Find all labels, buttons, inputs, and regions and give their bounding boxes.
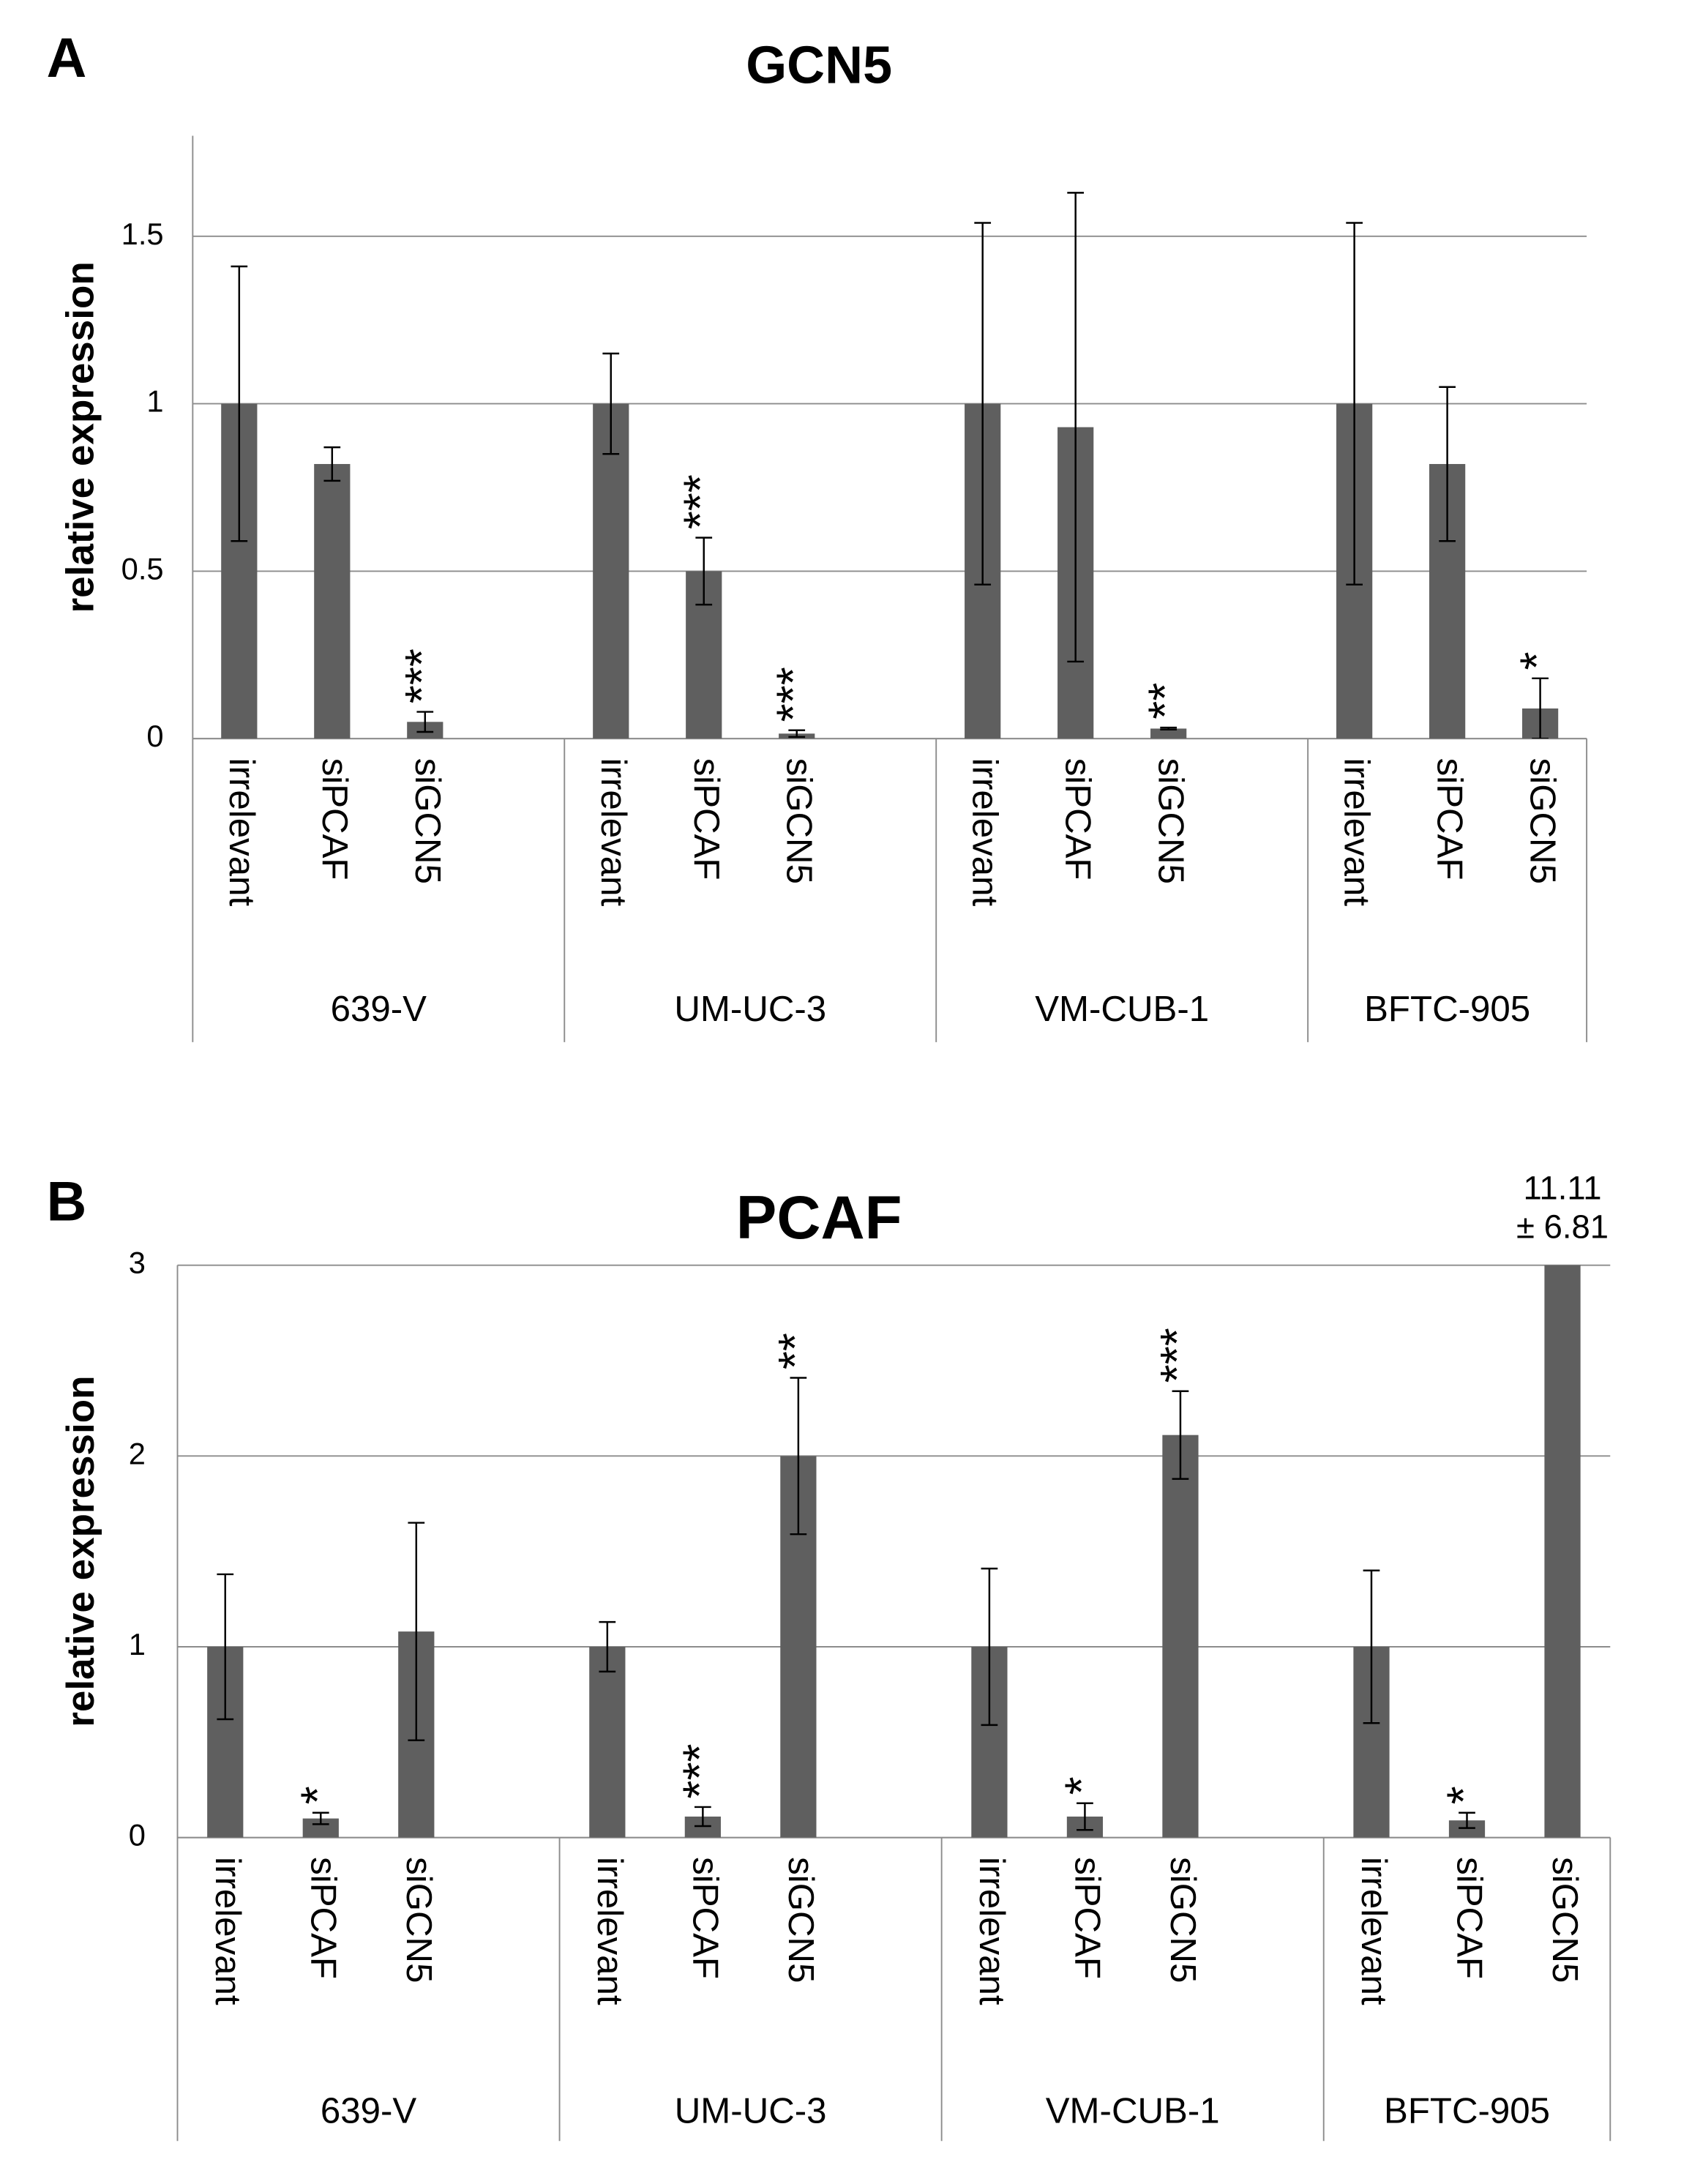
- error-bar: [1532, 677, 1549, 739]
- group-label: BFTC-905: [1364, 989, 1530, 1029]
- x-tick-label: siPCAF: [685, 1857, 725, 1979]
- value-label: 11.11: [1524, 1169, 1602, 1206]
- chart-title: GCN5: [746, 37, 892, 95]
- error-bar: [981, 1567, 998, 1727]
- group-label: UM-UC-3: [675, 2090, 827, 2131]
- x-tick-label: siGCN5: [408, 758, 448, 884]
- error-bar: [1363, 1569, 1380, 1724]
- x-tick-label: siPCAF: [686, 758, 727, 880]
- x-tick-label: siGCN5: [1151, 758, 1191, 884]
- error-bar: [1160, 726, 1178, 731]
- error-bar: [695, 536, 713, 606]
- error-bar: [974, 222, 992, 586]
- y-tick-label: 0: [146, 719, 163, 753]
- error-bar: [1172, 1390, 1189, 1480]
- error-bar: [602, 352, 620, 455]
- group-label: BFTC-905: [1384, 2090, 1550, 2131]
- significance: ***: [1150, 1328, 1203, 1383]
- x-tick-label: siGCN5: [781, 1857, 821, 1983]
- x-tick-label: siPCAF: [315, 758, 355, 880]
- x-tick-label: siGCN5: [1163, 1857, 1203, 1983]
- significance: **: [768, 1333, 821, 1369]
- error-bar: [790, 1377, 807, 1536]
- y-tick-label: 3: [129, 1246, 146, 1280]
- significance: *: [1510, 651, 1563, 670]
- chart-title: PCAF: [736, 1183, 902, 1252]
- significance: *: [1437, 1786, 1490, 1804]
- significance: ***: [395, 648, 448, 703]
- y-tick-label: 1.5: [121, 217, 164, 251]
- x-tick-label: irrelevant: [222, 758, 262, 907]
- significance: *: [291, 1786, 343, 1804]
- significance: ***: [767, 667, 820, 722]
- x-tick-label: siPCAF: [1430, 758, 1470, 880]
- x-tick-label: irrelevant: [972, 1857, 1012, 2005]
- x-tick-label: irrelevant: [1337, 758, 1377, 907]
- error-bar: [217, 1573, 234, 1721]
- x-tick-label: irrelevant: [590, 1857, 630, 2005]
- error-bar: [599, 1620, 616, 1673]
- y-tick-label: 2: [129, 1436, 146, 1470]
- error-bar: [1439, 386, 1456, 542]
- x-tick-label: irrelevant: [208, 1857, 248, 2005]
- group-label: UM-UC-3: [674, 989, 826, 1029]
- x-tick-label: siGCN5: [1545, 1857, 1585, 1983]
- group-label: VM-CUB-1: [1046, 2090, 1220, 2131]
- error-bar: [416, 711, 434, 733]
- y-axis-label: relative expression: [59, 261, 102, 613]
- x-tick-label: siPCAF: [1058, 758, 1098, 880]
- bar: [1448, 1820, 1486, 1838]
- y-tick-label: 0: [129, 1818, 146, 1852]
- x-tick-label: siGCN5: [779, 758, 820, 884]
- bar: [1162, 1435, 1199, 1838]
- panel-letter: A: [47, 27, 87, 89]
- group-label: 639-V: [331, 989, 427, 1029]
- error-bar: [1346, 222, 1363, 586]
- error-bar: [231, 265, 248, 542]
- error-label: ± 6.81: [1516, 1208, 1609, 1245]
- bar: [314, 463, 351, 739]
- y-axis-label: relative expression: [59, 1376, 102, 1727]
- bar: [1544, 1265, 1581, 1838]
- x-tick-label: irrelevant: [1354, 1857, 1394, 2005]
- x-tick-label: siPCAF: [303, 1857, 343, 1979]
- x-tick-label: siGCN5: [1523, 758, 1563, 884]
- bar: [593, 403, 629, 739]
- y-tick-label: 1: [146, 384, 163, 419]
- y-tick-label: 0.5: [121, 551, 164, 586]
- bar: [1150, 728, 1187, 739]
- bar: [589, 1646, 626, 1838]
- significance: *: [1055, 1776, 1107, 1795]
- error-bar: [312, 1811, 329, 1825]
- error-bar: [788, 729, 806, 738]
- group-label: 639-V: [321, 2090, 417, 2131]
- significance: ***: [673, 1743, 725, 1798]
- x-tick-label: siPCAF: [1067, 1857, 1107, 1979]
- x-tick-label: irrelevant: [965, 758, 1006, 907]
- panel-letter: B: [47, 1170, 87, 1233]
- error-bar: [323, 446, 341, 482]
- x-tick-label: siPCAF: [1450, 1857, 1490, 1979]
- significance: ***: [674, 474, 727, 529]
- significance: **: [1139, 683, 1191, 719]
- error-bar: [1067, 192, 1085, 663]
- x-tick-label: irrelevant: [594, 758, 634, 907]
- x-tick-label: siGCN5: [399, 1857, 439, 1983]
- error-bar: [694, 1806, 711, 1828]
- group-label: VM-CUB-1: [1035, 989, 1209, 1029]
- y-tick-label: 1: [129, 1627, 146, 1661]
- error-bar: [408, 1522, 425, 1741]
- error-bar: [1077, 1802, 1093, 1831]
- error-bar: [1459, 1811, 1475, 1829]
